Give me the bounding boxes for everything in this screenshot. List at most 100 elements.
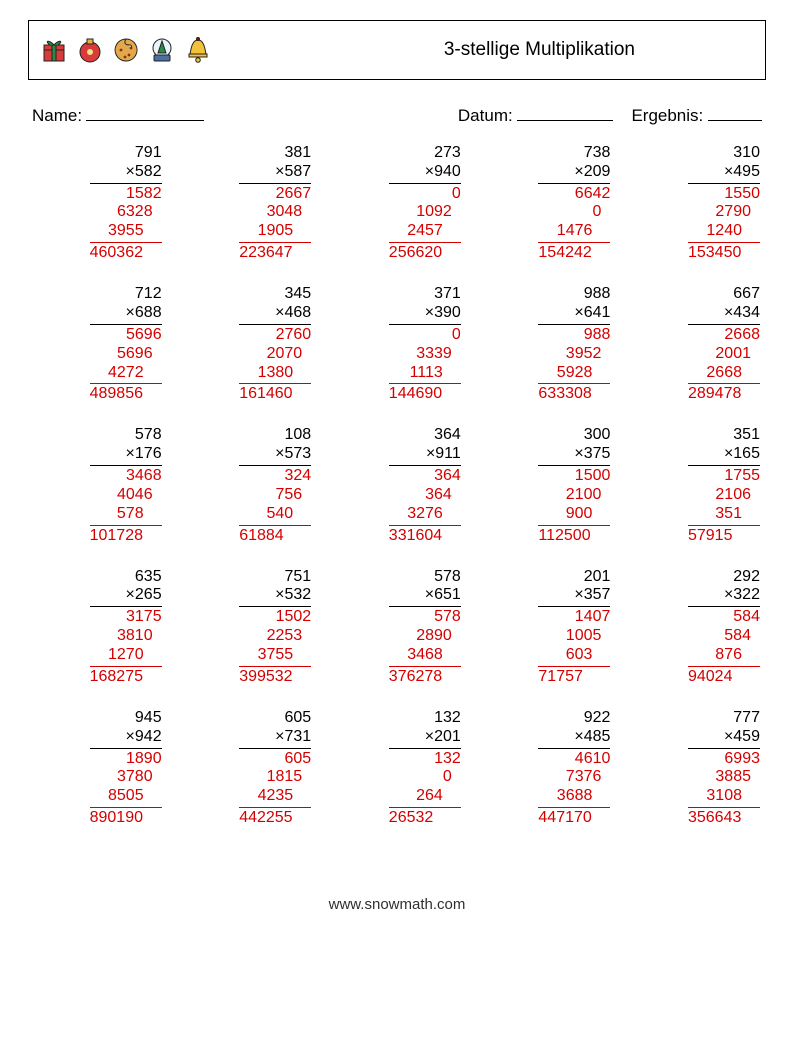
- problem: 578×65157828903468376278: [333, 568, 461, 687]
- multiplier: ×940: [389, 163, 461, 182]
- multiplier: ×651: [389, 586, 461, 605]
- partial: 2253: [239, 627, 311, 646]
- gift-icon: [39, 35, 69, 65]
- ergebnis-blank: [708, 102, 762, 121]
- rule: [538, 242, 610, 243]
- partial: 1890: [90, 750, 162, 769]
- multiplier: ×375: [538, 445, 610, 464]
- product: 112500: [538, 527, 610, 546]
- product: 168275: [90, 668, 162, 687]
- answer-block: 317538101270168275: [90, 608, 162, 687]
- partial: 2760: [239, 326, 311, 345]
- partial: 3952: [538, 345, 610, 364]
- problem: 300×37515002100900112500: [483, 426, 611, 545]
- multiplier: ×459: [688, 728, 760, 747]
- ornament-icon: [75, 35, 105, 65]
- multiplier: ×485: [538, 728, 610, 747]
- partial: 1005: [538, 627, 610, 646]
- answer-block: 3643643276331604: [389, 467, 461, 546]
- product: 154242: [538, 244, 610, 263]
- product: 94024: [688, 668, 760, 687]
- multiplicand: 777: [688, 709, 760, 728]
- problem: 667×434266820012668289478: [632, 285, 760, 404]
- answer-block: 266730481905223647: [239, 185, 311, 264]
- rule: [538, 183, 610, 184]
- multiplier: ×357: [538, 586, 610, 605]
- answer-block: 98839525928633308: [538, 326, 610, 405]
- rule: [688, 242, 760, 243]
- rule: [538, 324, 610, 325]
- partial: 584: [688, 627, 760, 646]
- multiplier: ×582: [90, 163, 162, 182]
- partial: 540: [239, 505, 311, 524]
- answer-block: 010922457256620: [389, 185, 461, 264]
- answer-block: 189037808505890190: [90, 750, 162, 829]
- multiplier: ×165: [688, 445, 760, 464]
- partial: 364: [389, 486, 461, 505]
- answer-block: 266820012668289478: [688, 326, 760, 405]
- partial: 578: [90, 505, 162, 524]
- partial: 1092: [389, 203, 461, 222]
- snowglobe-icon: [147, 35, 177, 65]
- datum-blank: [517, 102, 613, 121]
- partial: 2667: [239, 185, 311, 204]
- partial: 3885: [688, 768, 760, 787]
- rule: [688, 183, 760, 184]
- multiplicand: 738: [538, 144, 610, 163]
- partial: 1380: [239, 364, 311, 383]
- rule: [538, 525, 610, 526]
- partial: 7376: [538, 768, 610, 787]
- partial: 2001: [688, 345, 760, 364]
- multiplier: ×434: [688, 304, 760, 323]
- multiplicand: 351: [688, 426, 760, 445]
- answer-block: 276020701380161460: [239, 326, 311, 405]
- partial: 3175: [90, 608, 162, 627]
- multiplier: ×942: [90, 728, 162, 747]
- partial: 4610: [538, 750, 610, 769]
- partial: 4046: [90, 486, 162, 505]
- partial: 3810: [90, 627, 162, 646]
- ergebnis-label: Ergebnis:: [631, 106, 703, 125]
- partial: 1815: [239, 768, 311, 787]
- rule: [239, 465, 311, 466]
- product: 153450: [688, 244, 760, 263]
- multiplicand: 310: [688, 144, 760, 163]
- partial: 3755: [239, 646, 311, 665]
- product: 442255: [239, 809, 311, 828]
- rule: [389, 183, 461, 184]
- partial: 0: [538, 203, 610, 222]
- rule: [538, 383, 610, 384]
- multiplier: ×495: [688, 163, 760, 182]
- multiplier: ×532: [239, 586, 311, 605]
- multiplicand: 364: [389, 426, 461, 445]
- partial: 1500: [538, 467, 610, 486]
- answer-block: 461073763688447170: [538, 750, 610, 829]
- multiplicand: 605: [239, 709, 311, 728]
- product: 460362: [90, 244, 162, 263]
- rule: [90, 242, 162, 243]
- partial: 324: [239, 467, 311, 486]
- rule: [389, 242, 461, 243]
- product: 256620: [389, 244, 461, 263]
- rule: [538, 666, 610, 667]
- answer-block: 664201476154242: [538, 185, 610, 264]
- problem: 201×3571407100560371757: [483, 568, 611, 687]
- partial: 2668: [688, 326, 760, 345]
- meta-row: Name: Datum: Ergebnis:: [28, 102, 766, 126]
- answer-block: 60518154235442255: [239, 750, 311, 829]
- partial: 6642: [538, 185, 610, 204]
- multiplicand: 945: [90, 709, 162, 728]
- partial: 1582: [90, 185, 162, 204]
- problem: 738×209664201476154242: [483, 144, 611, 263]
- problem: 751×532150222533755399532: [184, 568, 312, 687]
- problem: 371×390033391113144690: [333, 285, 461, 404]
- partial: 3276: [389, 505, 461, 524]
- name-label: Name:: [32, 106, 82, 126]
- partial: 605: [239, 750, 311, 769]
- answer-block: 699338853108356643: [688, 750, 760, 829]
- answer-block: 32475654061884: [239, 467, 311, 546]
- rule: [688, 606, 760, 607]
- multiplicand: 345: [239, 285, 311, 304]
- multiplicand: 132: [389, 709, 461, 728]
- partial: 603: [538, 646, 610, 665]
